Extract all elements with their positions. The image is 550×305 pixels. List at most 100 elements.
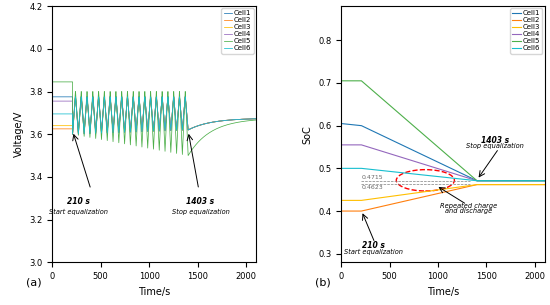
Text: and discharge: and discharge (446, 208, 493, 214)
Text: Repeated charge: Repeated charge (441, 203, 498, 209)
Text: (a): (a) (26, 277, 41, 287)
Cell6 (252, 117, 259, 120)
Cell4 (338, 143, 344, 147)
Cell2 (69, 132, 76, 136)
Cell1 (362, 126, 369, 130)
Cell3 (541, 183, 548, 186)
Cell3 (113, 95, 119, 99)
Cell3 (358, 199, 365, 202)
Cell4 (72, 95, 79, 99)
Line: Cell1: Cell1 (52, 97, 256, 130)
Cell2 (252, 117, 259, 120)
Cell6 (447, 176, 454, 180)
Cell6 (113, 95, 119, 99)
Cell2 (107, 95, 113, 99)
Cell1 (49, 95, 56, 99)
Cell3 (63, 124, 70, 127)
Cell4 (474, 179, 480, 183)
Cell4 (415, 161, 422, 164)
Cell3 (72, 95, 79, 99)
Cell2 (541, 183, 548, 186)
Cell2 (415, 196, 422, 200)
Cell6 (338, 167, 344, 170)
Text: Start equalization: Start equalization (49, 209, 108, 215)
Cell5 (164, 90, 171, 93)
Cell1 (110, 128, 117, 132)
Cell3 (92, 131, 99, 135)
Cell1 (107, 95, 113, 99)
Cell2 (72, 95, 79, 99)
Cell1 (541, 179, 548, 183)
Cell6 (415, 173, 422, 176)
Cell5 (415, 128, 422, 132)
Cell1 (474, 179, 480, 183)
Cell6 (409, 172, 416, 176)
Cell2 (447, 189, 454, 192)
Cell3 (107, 95, 113, 99)
Cell6 (72, 95, 79, 99)
Text: 210 s: 210 s (361, 241, 384, 250)
Cell6 (153, 95, 159, 99)
Cell5 (252, 118, 259, 122)
Cell6 (541, 179, 548, 183)
Cell2 (153, 95, 159, 99)
Text: 210 s: 210 s (67, 197, 90, 206)
Line: Cell5: Cell5 (52, 82, 256, 156)
Cell1 (358, 124, 365, 127)
Cell6 (358, 167, 365, 170)
Cell4 (63, 99, 70, 103)
Cell4 (453, 173, 460, 176)
Cell3 (409, 192, 416, 195)
Cell3 (153, 95, 159, 99)
Cell4 (168, 129, 174, 132)
Cell3 (415, 191, 422, 194)
Line: Cell2: Cell2 (341, 185, 544, 211)
Cell5 (185, 154, 191, 157)
Cell6 (474, 179, 480, 183)
Cell2 (358, 209, 365, 213)
Cell4 (541, 179, 548, 183)
Cell2 (63, 127, 70, 131)
Line: Cell6: Cell6 (52, 97, 256, 134)
Cell6 (168, 129, 174, 132)
Cell1 (252, 117, 259, 120)
Cell3 (447, 186, 454, 190)
Cell6 (92, 131, 99, 135)
Cell2 (113, 95, 119, 99)
Line: Cell1: Cell1 (341, 124, 544, 181)
Cell5 (447, 156, 454, 160)
Cell5 (474, 179, 480, 183)
Line: Cell6: Cell6 (341, 168, 544, 181)
Cell4 (362, 144, 369, 148)
Line: Cell2: Cell2 (52, 97, 256, 134)
Cell5 (110, 140, 117, 144)
Cell6 (49, 112, 56, 116)
Cell3 (362, 198, 369, 202)
Cell5 (104, 139, 111, 142)
Text: 0.4623: 0.4623 (362, 185, 384, 190)
Cell3 (168, 129, 174, 132)
Cell3 (453, 185, 460, 189)
Cell5 (362, 83, 369, 86)
Line: Cell4: Cell4 (341, 145, 544, 181)
Cell5 (409, 123, 416, 127)
Cell2 (49, 127, 56, 131)
Cell3 (474, 183, 480, 186)
Cell4 (69, 132, 76, 136)
Cell3 (252, 117, 259, 120)
Cell5 (453, 161, 460, 165)
Cell4 (107, 95, 113, 99)
Line: Cell3: Cell3 (52, 97, 256, 134)
Text: Stop equalization: Stop equalization (466, 143, 524, 149)
X-axis label: Time/s: Time/s (138, 287, 170, 296)
Cell4 (49, 99, 56, 103)
Cell5 (90, 90, 96, 93)
Cell1 (415, 151, 422, 155)
Cell3 (338, 199, 344, 202)
Cell4 (92, 131, 99, 135)
Line: Cell3: Cell3 (341, 185, 544, 200)
Y-axis label: SoC: SoC (302, 125, 312, 144)
Cell6 (362, 167, 369, 171)
Cell4 (409, 159, 416, 163)
Cell5 (63, 80, 70, 84)
